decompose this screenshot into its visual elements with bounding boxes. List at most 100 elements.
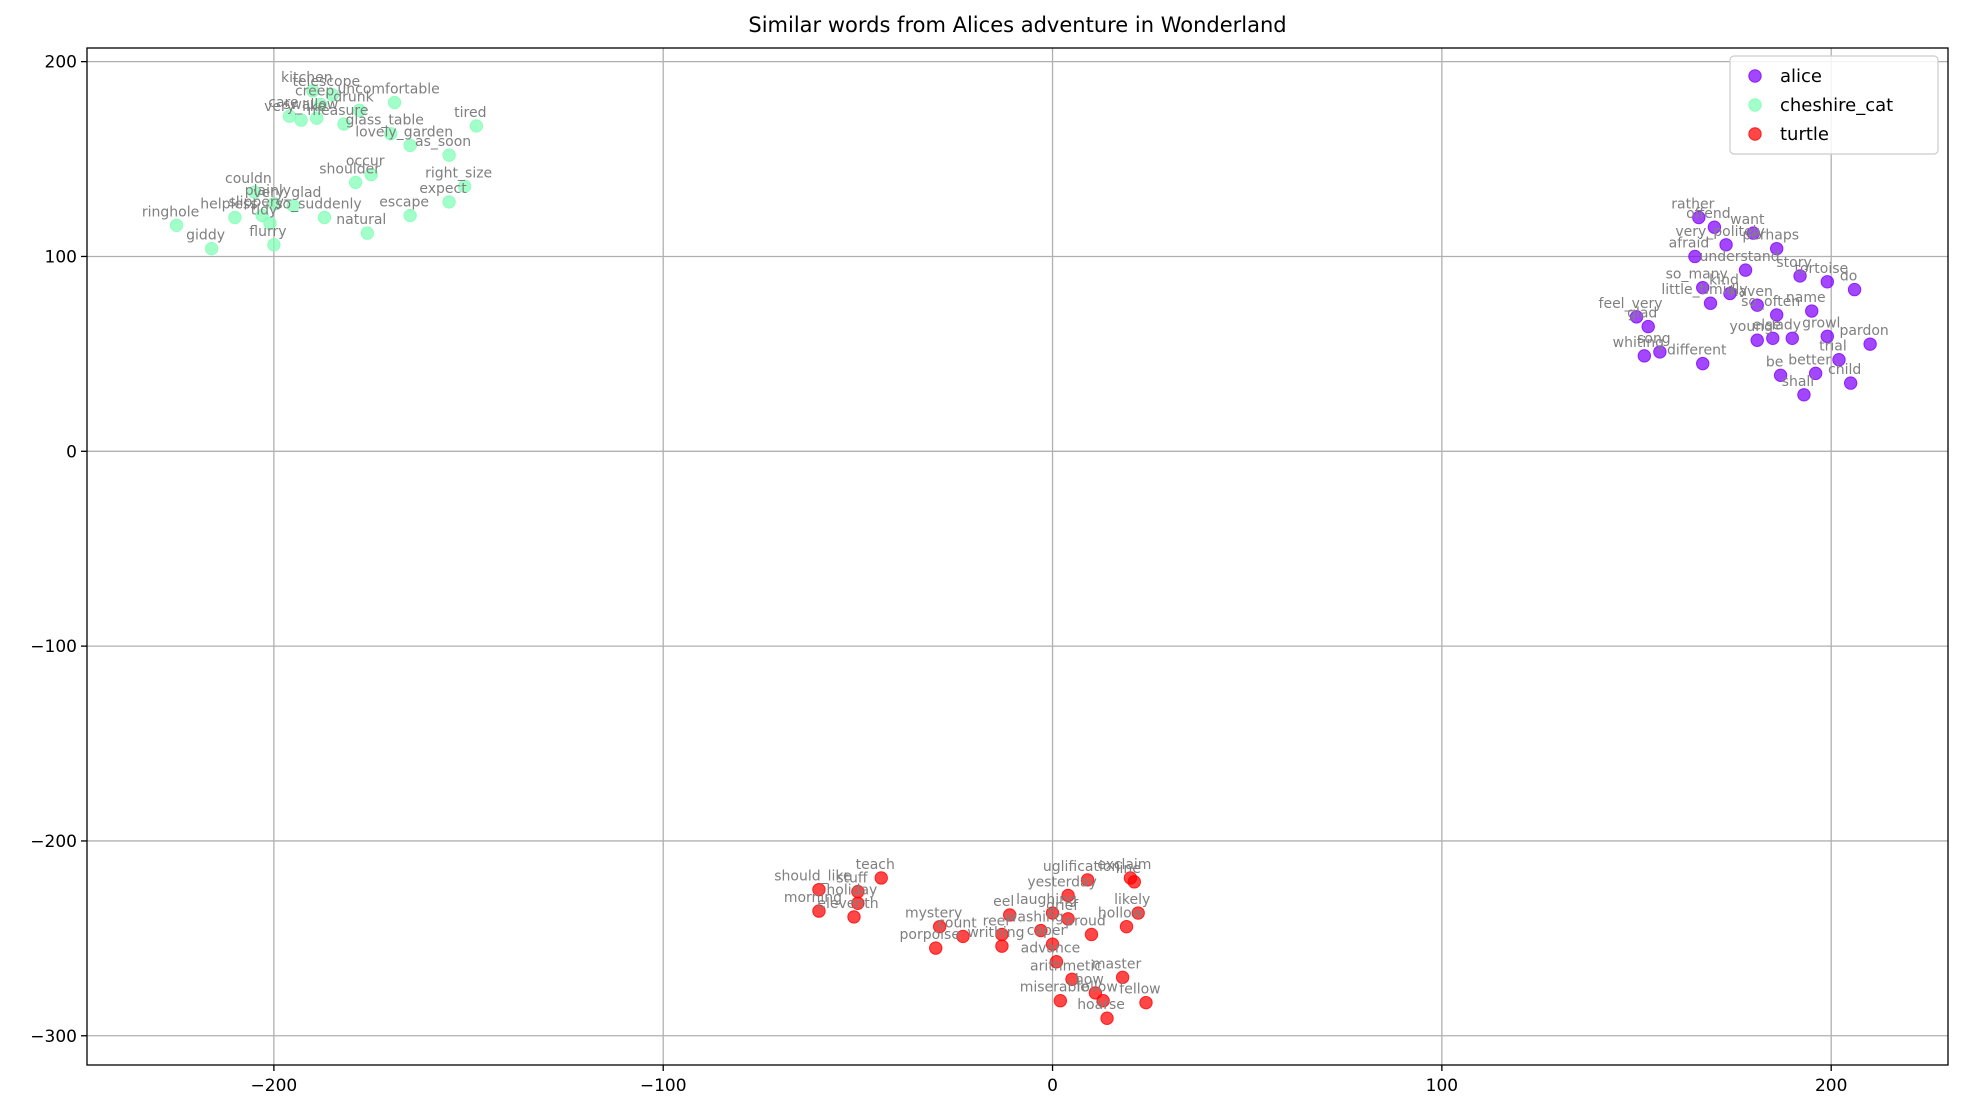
point-label: slippery bbox=[228, 195, 284, 211]
point-label: writhing bbox=[967, 925, 1024, 941]
y-tick-label: −100 bbox=[30, 637, 77, 657]
data-point-alice bbox=[1692, 210, 1706, 225]
point-label: swallow bbox=[283, 97, 338, 113]
point-label: expect bbox=[419, 181, 467, 197]
point-label: teach bbox=[856, 857, 895, 873]
point-label: measure bbox=[307, 103, 368, 119]
data-point-alice bbox=[1847, 282, 1862, 297]
point-label: glad bbox=[1627, 306, 1657, 322]
data-point-alice bbox=[1696, 280, 1710, 295]
data-point-turtle bbox=[956, 929, 970, 944]
point-label: kind bbox=[1709, 272, 1739, 288]
data-point-cheshire_cat bbox=[282, 109, 297, 123]
point-label: afraid bbox=[1669, 235, 1710, 251]
x-tick-label: −100 bbox=[640, 1076, 687, 1096]
point-label: rather bbox=[1671, 197, 1714, 213]
point-label: eel bbox=[993, 894, 1014, 910]
point-label: follow bbox=[1077, 980, 1118, 996]
data-point-alice bbox=[1820, 275, 1835, 289]
point-label: trial bbox=[1819, 339, 1847, 355]
data-point-cheshire_cat bbox=[364, 167, 378, 182]
data-point-cheshire_cat bbox=[403, 138, 417, 153]
data-point-turtle bbox=[812, 904, 826, 918]
point-label: tortoise bbox=[1794, 261, 1848, 277]
data-point-cheshire_cat bbox=[325, 88, 339, 102]
point-label: tidy bbox=[251, 202, 278, 218]
data-point-cheshire_cat bbox=[204, 241, 219, 256]
point-label: helpless bbox=[200, 197, 257, 213]
data-point-cheshire_cat bbox=[294, 113, 308, 127]
data-point-turtle bbox=[929, 941, 943, 955]
point-label: else bbox=[1753, 317, 1781, 333]
point-label: offend bbox=[1686, 206, 1731, 222]
point-label: morning bbox=[784, 890, 842, 906]
data-point-alice bbox=[1797, 388, 1811, 402]
data-point-alice bbox=[1769, 308, 1784, 322]
data-point-alice bbox=[1746, 226, 1761, 240]
point-label: story bbox=[1776, 255, 1811, 271]
data-point-alice bbox=[1820, 329, 1835, 344]
point-label: very_glad bbox=[253, 185, 321, 201]
axes: −200 −100 0 100 200 −300 −200 −100 0 100 200 bbox=[30, 53, 1847, 1096]
point-label: different bbox=[1667, 343, 1727, 359]
point-label: young bbox=[1729, 319, 1772, 335]
point-label: miserable bbox=[1020, 980, 1089, 996]
data-point-turtle bbox=[932, 919, 947, 934]
point-label: fellow bbox=[1119, 982, 1160, 998]
data-point-cheshire_cat bbox=[317, 210, 332, 225]
point-label: drunk bbox=[333, 89, 374, 105]
data-point-cheshire_cat bbox=[286, 199, 301, 213]
point-label: whiting bbox=[1613, 335, 1664, 351]
y-tick-label: 0 bbox=[66, 442, 77, 462]
point-label: tired bbox=[454, 105, 486, 121]
data-point-turtle bbox=[851, 896, 865, 910]
x-tick-label: 0 bbox=[1047, 1076, 1058, 1096]
data-point-cheshire_cat bbox=[169, 218, 184, 232]
data-point-turtle bbox=[1065, 972, 1079, 986]
point-label: likely bbox=[1114, 892, 1150, 908]
point-label: be bbox=[1766, 354, 1784, 370]
point-label: eleventh bbox=[817, 896, 878, 912]
data-point-alice bbox=[1738, 263, 1753, 277]
point-label: glass_table bbox=[345, 113, 423, 129]
point-label: escape bbox=[379, 195, 429, 211]
point-label: should_like bbox=[774, 869, 851, 885]
point-label: couldn bbox=[225, 171, 272, 187]
point-label: how bbox=[1075, 972, 1104, 988]
point-label: want bbox=[1730, 212, 1765, 228]
data-point-alice bbox=[1773, 368, 1788, 383]
x-tick-label: 200 bbox=[1815, 1076, 1847, 1096]
point-label: proud bbox=[1065, 913, 1106, 929]
point-label: as_soon bbox=[415, 134, 471, 150]
data-point-alice bbox=[1641, 319, 1655, 334]
data-points bbox=[169, 84, 1877, 1025]
point-label: hoarse bbox=[1077, 997, 1125, 1013]
point-label: child bbox=[1828, 362, 1861, 378]
point-label: name bbox=[1786, 290, 1826, 306]
data-point-cheshire_cat bbox=[228, 210, 242, 225]
point-label: feel_very bbox=[1599, 296, 1663, 312]
plot-frame bbox=[86, 47, 1949, 1066]
point-label: so_suddenly bbox=[275, 197, 361, 213]
point-label: stuff bbox=[836, 871, 868, 887]
data-point-turtle bbox=[1003, 908, 1017, 922]
data-point-turtle bbox=[1034, 923, 1048, 938]
data-point-turtle bbox=[1096, 994, 1110, 1008]
point-label: right_size bbox=[425, 165, 492, 181]
point-label: grief bbox=[1046, 898, 1079, 914]
point-label: little_timidly bbox=[1661, 282, 1747, 298]
data-point-turtle bbox=[1049, 955, 1064, 969]
data-point-turtle bbox=[1084, 927, 1099, 942]
data-point-cheshire_cat bbox=[310, 111, 324, 125]
legend-marker-turtle bbox=[1748, 127, 1762, 141]
point-label: so_many bbox=[1666, 267, 1728, 283]
point-label: do bbox=[1840, 269, 1857, 285]
data-point-alice bbox=[1750, 333, 1764, 347]
point-label: exclaim bbox=[1097, 857, 1151, 873]
point-label: ringhole bbox=[142, 204, 199, 220]
data-point-alice bbox=[1629, 310, 1644, 324]
data-point-alice bbox=[1805, 304, 1819, 318]
